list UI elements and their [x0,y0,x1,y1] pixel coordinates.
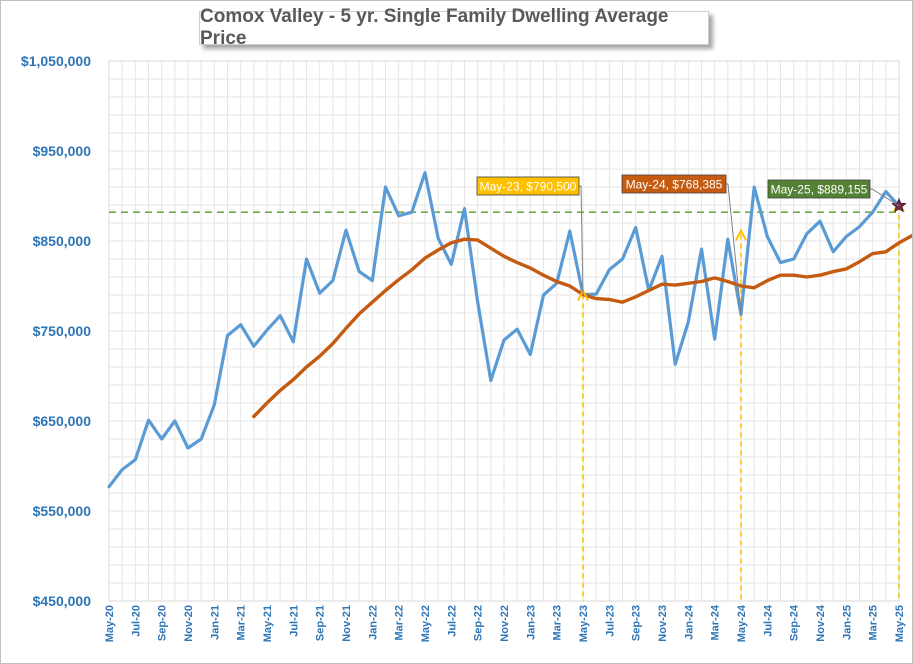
x-tick-label: May-25 [894,605,906,642]
callout-label: May-24, $768,385 [626,178,723,192]
callout-box [476,176,580,196]
annotation-markers [577,197,907,301]
x-tick-label: Mar-21 [236,605,248,640]
x-tick-label: Mar-22 [394,605,406,640]
x-tick-label: Sep-24 [789,604,801,641]
x-tick-label: Nov-22 [499,605,511,642]
x-tick-label: Jan-23 [525,605,537,640]
x-tick-label: Nov-21 [341,605,353,642]
x-tick-label: Jan-22 [367,605,379,640]
x-tick-label: Jul-22 [446,605,458,637]
x-tick-label: Nov-24 [815,604,827,642]
x-tick-label: Mar-24 [710,604,722,640]
y-tick-label: $850,000 [33,233,92,249]
y-axis: $450,000 $550,000 $650,000 $750,000 $850,000… [21,53,91,609]
callout-box [621,174,727,194]
x-tick-label: Nov-23 [657,605,669,642]
x-tick-label: Jul-20 [130,605,142,637]
x-tick-label: May-24 [736,604,748,642]
callout-label: May-25, $889,155 [771,183,868,197]
x-tick-label: Sep-22 [473,605,485,641]
series-lines [107,171,912,489]
y-tick-label: $550,000 [33,503,92,519]
moving-average-line [252,233,912,419]
x-tick-label: Jan-25 [841,605,853,640]
x-tick-label: May-20 [104,605,116,642]
x-tick-label: Mar-23 [552,605,564,640]
x-tick-label: May-22 [420,605,432,642]
x-tick-label: Nov-20 [183,605,195,642]
x-tick-label: Sep-21 [315,605,327,641]
chart-title: Comox Valley - 5 yr. Single Family Dwell… [199,6,709,49]
annotation-marker [735,228,747,241]
x-tick-label: Jul-23 [604,605,616,637]
plot-area [108,60,900,602]
x-axis: May-20 Jul-20 Sep-20 Nov-20 Jan-21 Mar-21 May-… [104,604,906,642]
annotation-callouts: May-23, $790,500 May-24, $768,385 May-25, … [476,174,900,315]
y-tick-label: $750,000 [33,323,92,339]
x-tick-label: May-23 [578,605,590,642]
x-tick-label: Sep-20 [157,605,169,641]
x-tick-label: Jul-21 [288,605,300,637]
annotation-drop-lines [582,205,900,601]
grid-lines [108,60,900,602]
x-tick-label: Jul-24 [762,604,774,637]
average-price-line [107,171,901,489]
callout-leader [870,188,900,207]
callout-leader [726,183,742,315]
x-tick-label: Jan-21 [209,605,221,640]
y-tick-label: $650,000 [33,413,92,429]
y-tick-label: $950,000 [33,143,92,159]
callout-label: May-23, $790,500 [480,180,577,194]
star-marker [891,197,907,213]
callout-leader [579,185,584,295]
x-tick-label: Sep-23 [631,605,643,641]
y-tick-label: $1,050,000 [21,53,91,69]
y-tick-label: $450,000 [33,593,92,609]
callout-box [767,179,871,199]
x-tick-label: May-21 [262,605,274,642]
x-tick-label: Mar-25 [868,605,880,640]
x-tick-label: Jan-24 [683,604,695,640]
